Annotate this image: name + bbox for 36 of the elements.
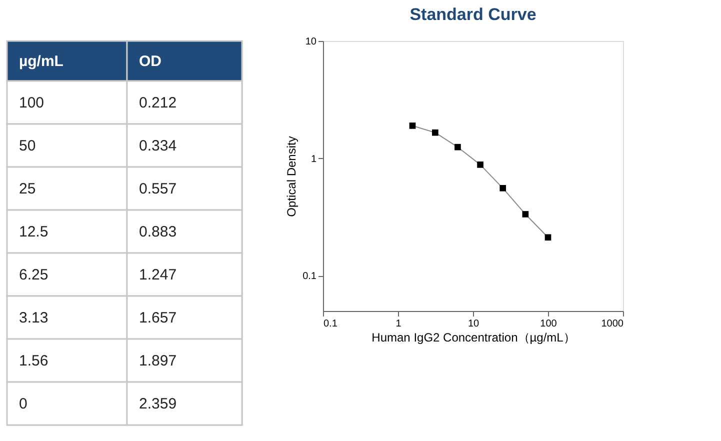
text: 6.25	[19, 266, 48, 284]
x-tick-label: 100	[540, 318, 558, 330]
point	[409, 122, 416, 129]
text: 50	[19, 138, 36, 154]
text: 1.56	[19, 352, 48, 370]
chart-title: Standard Curve	[410, 5, 536, 24]
x-tick-label: 10	[468, 318, 480, 330]
point	[477, 162, 484, 168]
y-tick-label: 10	[305, 36, 317, 48]
x-tick-label: 1000	[601, 318, 624, 330]
point	[522, 211, 529, 218]
text: 0	[19, 396, 28, 412]
x-tick-label: 1	[396, 318, 402, 330]
text: 25	[19, 180, 36, 198]
x-tick-label: 0.1	[324, 318, 338, 330]
text: 0.883	[139, 224, 177, 240]
text: 12.5	[19, 224, 48, 240]
y-tick-label: 1	[310, 154, 317, 165]
point	[432, 129, 438, 136]
text: 1.897	[139, 352, 177, 370]
text: µg/mL	[19, 53, 64, 70]
text: 2.359	[139, 396, 177, 412]
point	[500, 185, 506, 192]
y-tick-label: 0.1	[302, 271, 317, 282]
text: OD	[139, 53, 162, 70]
y-axis-title: Optical Density	[284, 136, 299, 217]
text: 100	[19, 94, 44, 112]
text: 3.13	[19, 310, 48, 326]
x-axis-title: Human IgG2 Concentration（µg/mL）	[372, 330, 576, 344]
point	[544, 234, 552, 241]
text: 0.557	[139, 180, 177, 198]
text: 0.212	[139, 94, 177, 112]
point	[454, 144, 461, 150]
text: 1.657	[139, 310, 177, 326]
text: 0.334	[139, 138, 177, 154]
text: 1.247	[139, 266, 177, 284]
